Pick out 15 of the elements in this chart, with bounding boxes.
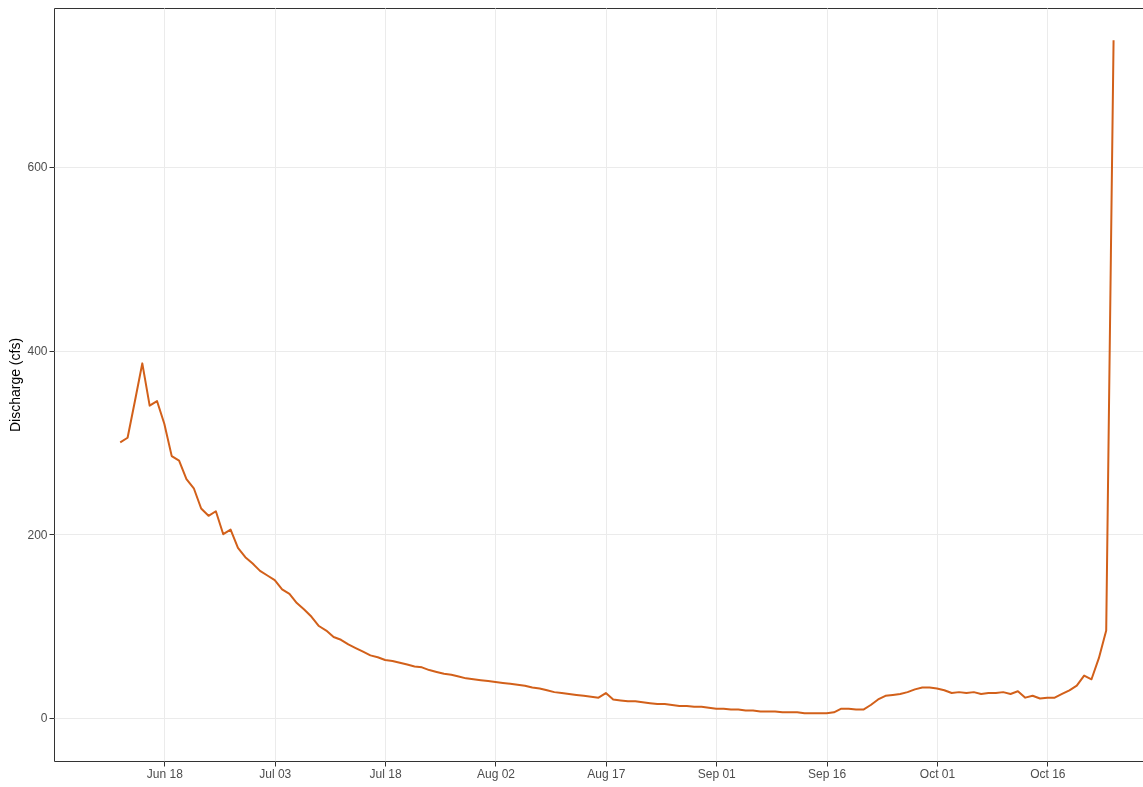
line-series <box>119 39 1115 715</box>
x-tick-label: Jun 18 <box>146 766 184 781</box>
y-tick-label: 200 <box>27 527 48 542</box>
y-tick-label: 0 <box>40 711 48 726</box>
y-tick-label: 600 <box>27 160 48 175</box>
x-tick-label: Sep 16 <box>808 766 847 781</box>
x-tick-label: Jul 03 <box>259 766 292 781</box>
x-tick-label: Aug 02 <box>476 766 516 781</box>
y-tick-label: 400 <box>27 344 48 359</box>
y-axis-title: Discharge (cfs) <box>7 337 24 433</box>
x-tick-label: Oct 01 <box>919 766 956 781</box>
x-tick-label: Oct 16 <box>1030 766 1066 781</box>
x-tick-label: Aug 17 <box>587 766 626 781</box>
x-tick-label: Jul 18 <box>369 766 402 781</box>
x-tick-label: Sep 01 <box>697 766 737 781</box>
